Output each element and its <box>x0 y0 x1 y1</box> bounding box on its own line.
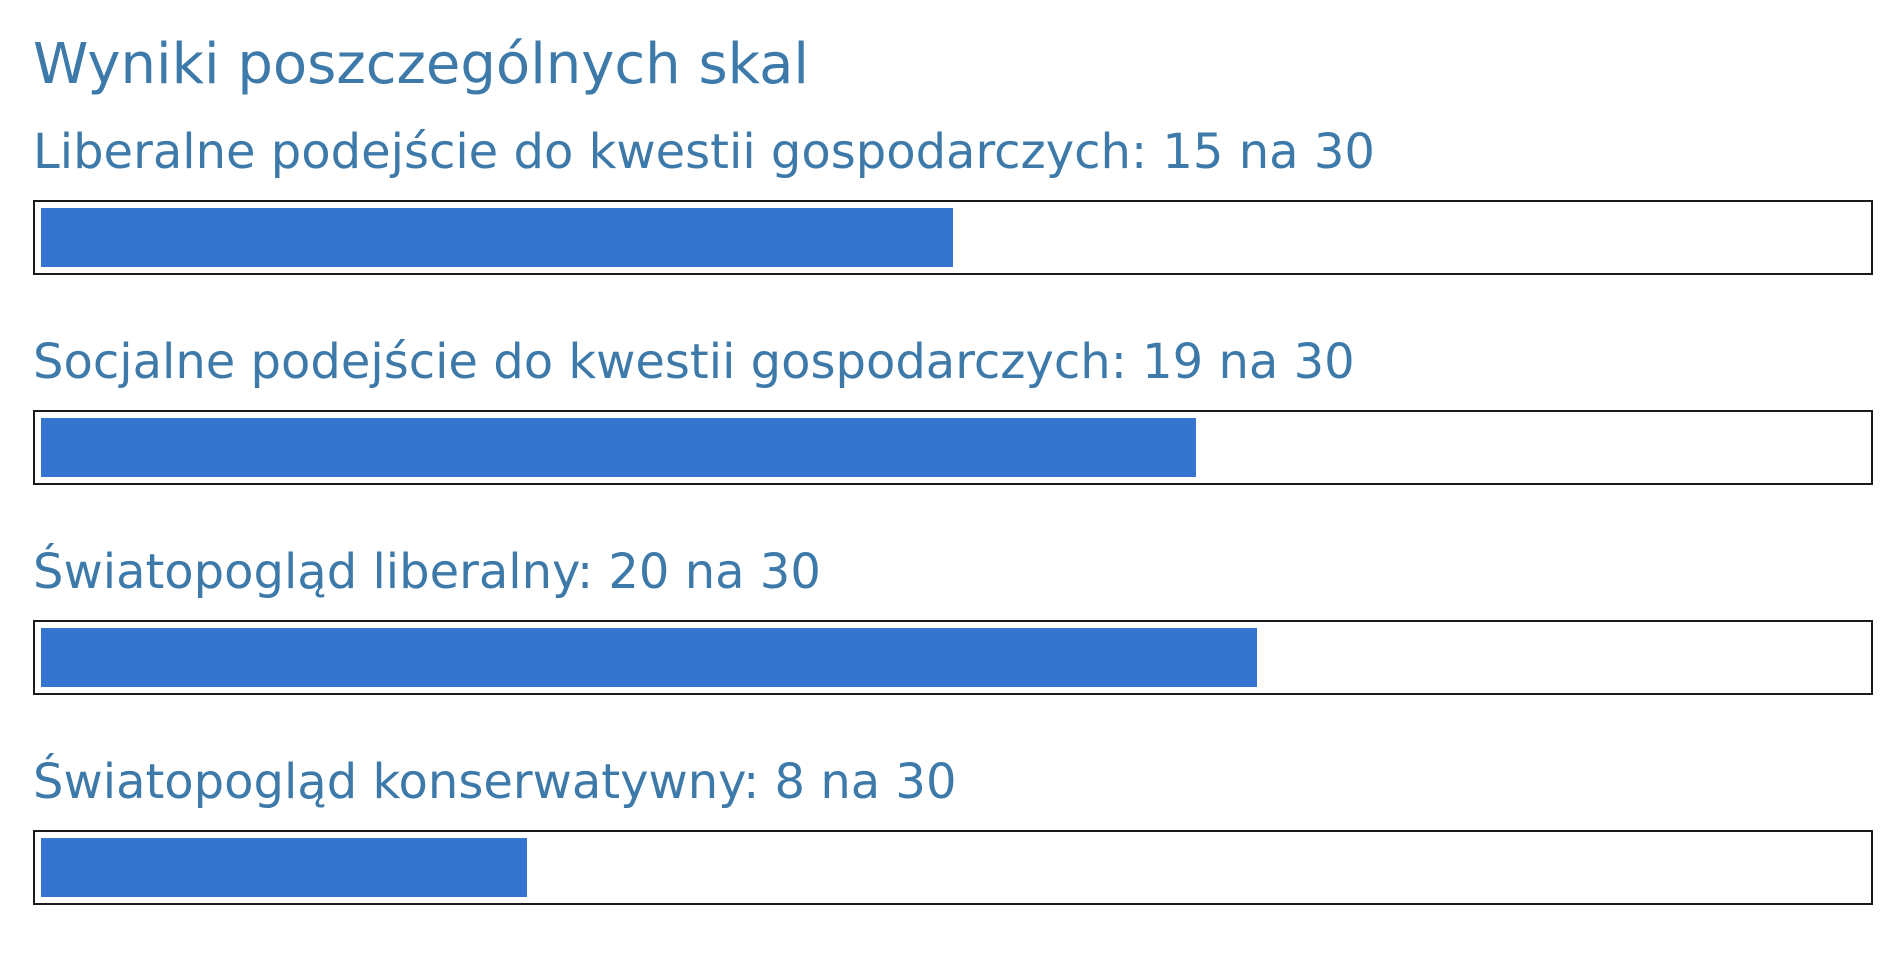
scale-liberal-economy: Liberalne podejście do kwestii gospodarc… <box>33 100 1873 310</box>
progress-bar-fill <box>41 628 1257 687</box>
scale-label: Socjalne podejście do kwestii gospodarcz… <box>33 334 1355 390</box>
progress-bar-fill <box>41 838 528 897</box>
progress-bar-fill <box>41 208 953 267</box>
results-panel: Wyniki poszczególnych skal Liberalne pod… <box>33 0 1873 940</box>
scale-liberal-worldview: Światopogląd liberalny: 20 na 30 <box>33 520 1873 730</box>
page-title: Wyniki poszczególnych skal <box>33 32 809 97</box>
progress-bar <box>33 410 1873 485</box>
progress-bar <box>33 830 1873 905</box>
progress-bar <box>33 620 1873 695</box>
scale-label: Światopogląd konserwatywny: 8 na 30 <box>33 754 957 810</box>
scale-conservative-worldview: Światopogląd konserwatywny: 8 na 30 <box>33 730 1873 940</box>
scale-label: Liberalne podejście do kwestii gospodarc… <box>33 124 1375 180</box>
progress-bar <box>33 200 1873 275</box>
scale-social-economy: Socjalne podejście do kwestii gospodarcz… <box>33 310 1873 520</box>
progress-bar-fill <box>41 418 1197 477</box>
scale-label: Światopogląd liberalny: 20 na 30 <box>33 544 821 600</box>
